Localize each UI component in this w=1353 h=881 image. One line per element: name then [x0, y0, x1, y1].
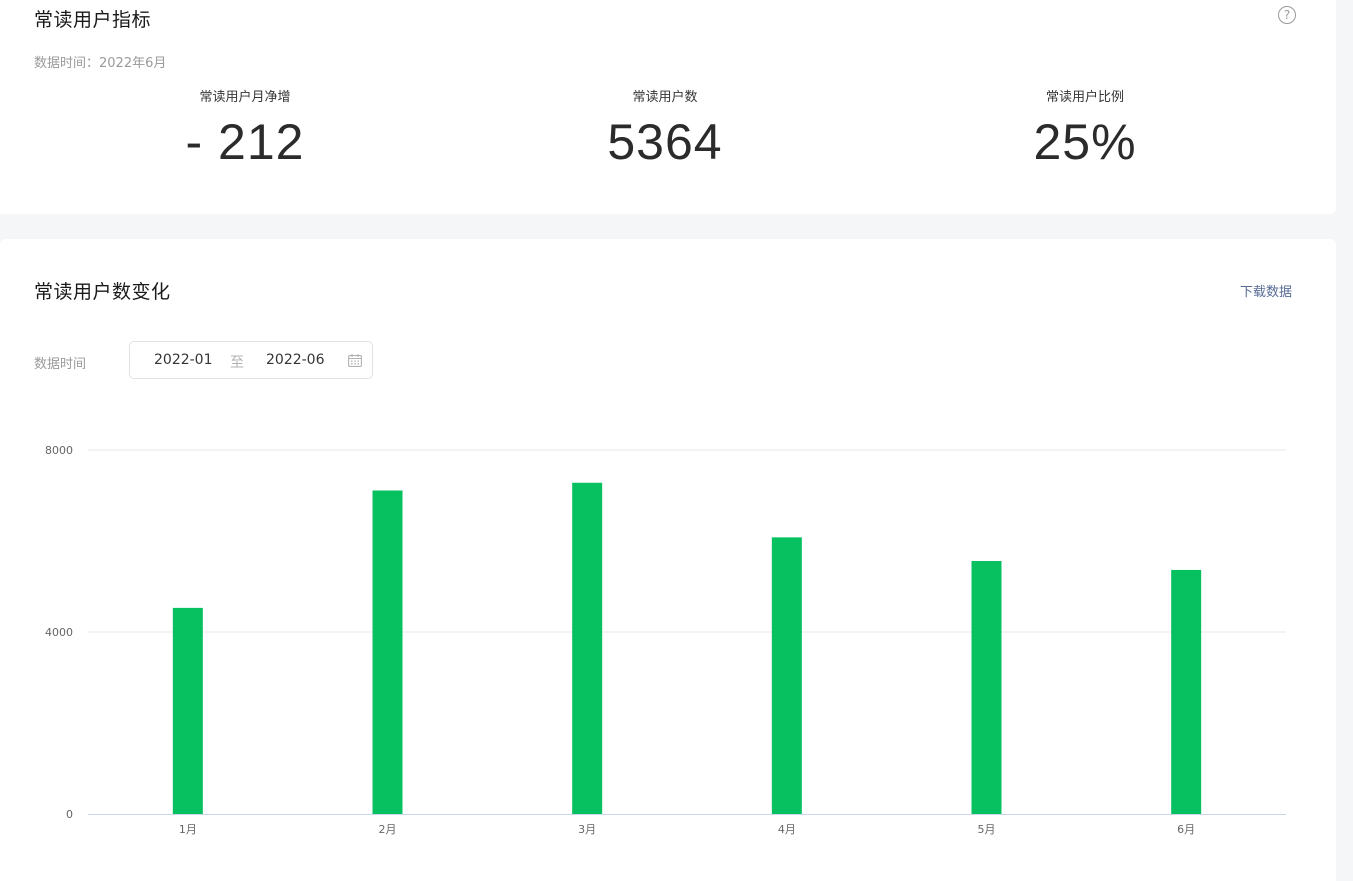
indicators-card: 常读用户指标 ? 数据时间：2022年6月 常读用户月净增 - 212 常读用户… [0, 0, 1336, 214]
metric-value: - 212 [185, 114, 305, 170]
bar [1171, 569, 1202, 814]
date-separator: 至 [230, 355, 244, 371]
metric-net-increase: 常读用户月净增 - 212 [95, 89, 395, 169]
x-tick-label: 3月 [578, 823, 596, 836]
metric-user-count: 常读用户数 5364 [515, 89, 815, 169]
calendar-icon[interactable] [348, 354, 362, 367]
x-tick-label: 2月 [379, 823, 397, 836]
indicators-title: 常读用户指标 [34, 9, 152, 31]
metric-value: 25% [1033, 114, 1137, 170]
date-start[interactable]: 2022-01 [154, 352, 213, 368]
y-tick-label: 8000 [45, 444, 73, 457]
metric-value: 5364 [607, 114, 723, 170]
bar [172, 607, 203, 814]
question-circle-icon[interactable]: ? [1278, 6, 1296, 24]
x-tick-label: 6月 [1177, 823, 1195, 836]
filter-label: 数据时间 [34, 357, 87, 372]
metric-user-ratio: 常读用户比例 25% [935, 89, 1235, 169]
y-tick-label: 4000 [45, 626, 73, 639]
bar [771, 537, 802, 814]
date-end[interactable]: 2022-06 [266, 352, 325, 368]
data-time-text: 数据时间：2022年6月 [34, 56, 167, 71]
download-data-link[interactable]: 下载数据 [1240, 285, 1293, 300]
bar [572, 482, 603, 814]
date-range-picker[interactable]: 2022-01 至 2022-06 [129, 341, 373, 379]
y-tick-label: 0 [66, 808, 73, 821]
trend-title: 常读用户数变化 [34, 281, 171, 303]
bar [372, 490, 403, 814]
trend-card: 常读用户数变化 下载数据 数据时间 2022-01 至 2022-06 0 400… [0, 239, 1336, 881]
metric-label: 常读用户月净增 [199, 90, 291, 105]
metric-label: 常读用户比例 [1045, 90, 1124, 105]
bar [971, 561, 1002, 814]
user-count-bar-chart: 0 4000 8000 1月 2月 3月 4月 5月 6月 [45, 444, 1286, 836]
metric-label: 常读用户数 [632, 90, 698, 105]
x-tick-label: 1月 [179, 823, 197, 836]
x-tick-label: 4月 [778, 823, 796, 836]
x-tick-label: 5月 [978, 823, 996, 836]
